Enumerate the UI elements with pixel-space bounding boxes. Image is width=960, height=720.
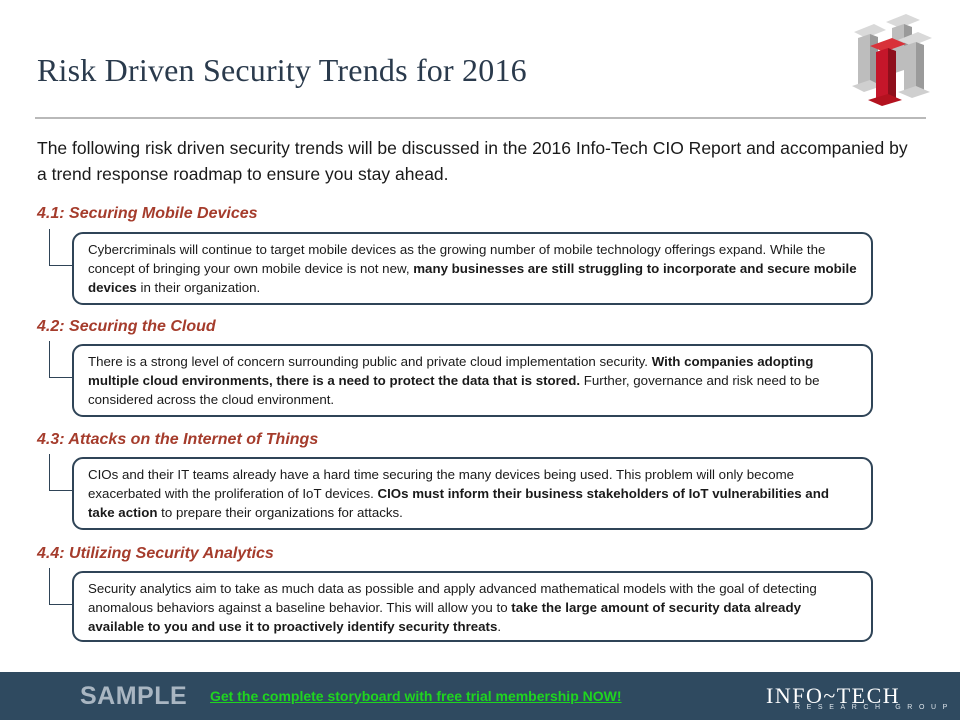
section-heading-analytics: 4.4: Utilizing Security Analytics — [37, 545, 274, 562]
section-heading-mobile: 4.1: Securing Mobile Devices — [37, 205, 258, 222]
section-connector — [49, 454, 76, 491]
section-connector — [49, 341, 76, 378]
intro-paragraph: The following risk driven security trend… — [37, 138, 908, 184]
title-divider — [35, 117, 926, 119]
trend-text: to prepare their organizations for attac… — [157, 505, 403, 520]
info-tech-pillars-logo-icon — [852, 14, 932, 106]
trend-highlight: many businesses are still struggling to … — [88, 261, 857, 295]
trend-text: There is a strong level of concern surro… — [88, 354, 652, 369]
trend-box-iot: CIOs and their IT teams already have a h… — [72, 457, 873, 530]
trend-text: Security analytics aim to take as much d… — [88, 581, 817, 615]
section-connector — [49, 568, 76, 605]
trend-text: . — [497, 619, 502, 634]
trend-box-mobile: Cybercriminals will continue to target m… — [72, 232, 873, 305]
footer-bar — [0, 672, 960, 720]
brand-tagline: RESEARCH GROUP — [795, 704, 954, 711]
trend-highlight: take the large amount of security data a… — [88, 600, 801, 634]
trend-box-cloud: There is a strong level of concern surro… — [72, 344, 873, 417]
trend-text: in their organization. — [136, 280, 261, 295]
trend-text: Cybercriminals will continue to target m… — [88, 242, 826, 276]
trend-text: CIOs and their IT teams already have a h… — [88, 467, 795, 501]
free-trial-link[interactable]: Get the complete storyboard with free tr… — [210, 688, 622, 704]
sample-label: SAMPLE — [80, 682, 188, 710]
page-title: Risk Driven Security Trends for 2016 — [37, 52, 527, 88]
trend-highlight: With companies adopting multiple cloud e… — [88, 354, 814, 388]
section-heading-cloud: 4.2: Securing the Cloud — [37, 318, 216, 335]
section-heading-iot: 4.3: Attacks on the Internet of Things — [37, 431, 319, 448]
section-connector — [49, 229, 76, 266]
trend-highlight: CIOs must inform their business stakehol… — [88, 486, 829, 520]
brand-logo-text: INFO~TECH — [766, 683, 901, 708]
trend-text: Further, governance and risk need to be … — [88, 373, 820, 407]
trend-box-analytics: Security analytics aim to take as much d… — [72, 571, 873, 642]
